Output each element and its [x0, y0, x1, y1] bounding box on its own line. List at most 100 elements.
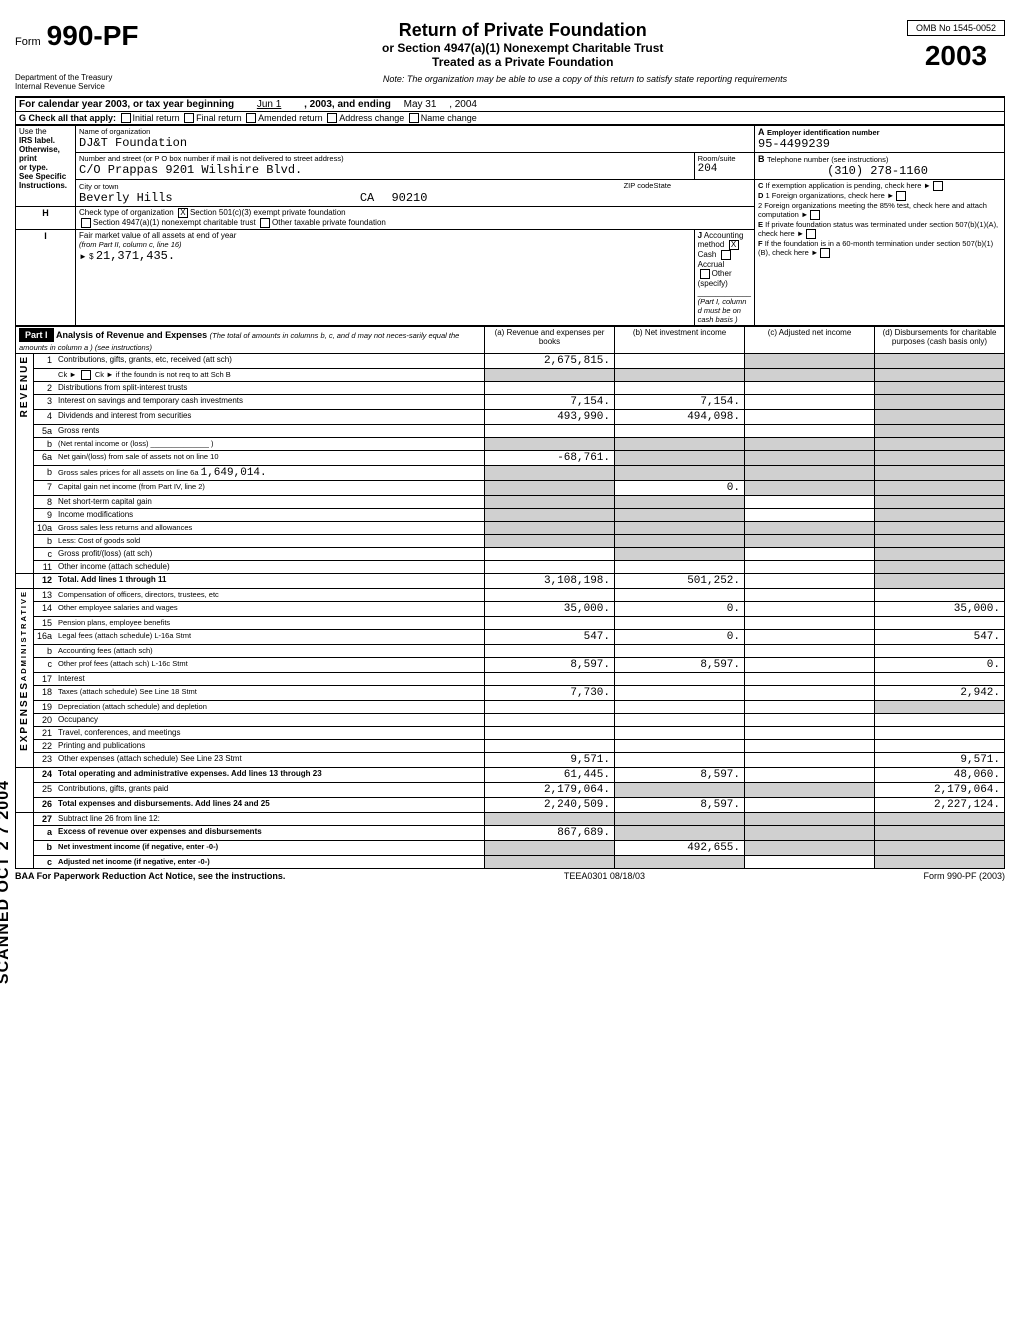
cb-accrual[interactable] — [721, 250, 731, 260]
l23n: 23 — [34, 753, 56, 768]
form-header: Form 990-PF Return of Private Foundation… — [15, 20, 1005, 72]
l6bn: b — [34, 466, 56, 481]
l4n: 4 — [34, 410, 56, 425]
l10ad: Gross sales less returns and allowances — [55, 522, 484, 535]
l27aa: 867,689. — [485, 826, 615, 841]
omb-number: OMB No 1545-0052 — [907, 20, 1005, 36]
ein: 95-4499239 — [758, 137, 1001, 151]
l5ad: Gross rents — [55, 425, 484, 438]
use-the: Use the — [19, 127, 72, 136]
city: Beverly Hills — [79, 191, 173, 205]
l5bn: b — [34, 438, 56, 451]
cb-schb[interactable] — [81, 370, 91, 380]
l16ad: Legal fees (attach schedule) L-16a Stmt — [55, 630, 484, 645]
l4a: 493,990. — [485, 410, 615, 425]
l2n: 2 — [34, 382, 56, 395]
id-block: Use the IRS label. Otherwise, print or t… — [15, 125, 1005, 326]
l16add: 547. — [875, 630, 1005, 645]
state: CA — [360, 191, 374, 205]
l16an: 16a — [34, 630, 56, 645]
subtitle2: Treated as a Private Foundation — [149, 55, 897, 69]
cb-final[interactable] — [184, 113, 194, 123]
l16cd: Other prof fees (attach sch) L-16c Stmt — [55, 658, 484, 673]
b-text: Telephone number (see instructions) — [767, 155, 888, 164]
e-text: If private foundation status was termina… — [758, 220, 998, 238]
f-text: If the foundation is in a 60-month termi… — [758, 239, 993, 257]
cb-h3[interactable] — [260, 218, 270, 228]
part1-table: Part I Analysis of Revenue and Expenses … — [15, 326, 1005, 869]
otherwise: Otherwise, — [19, 145, 72, 154]
l18n: 18 — [34, 686, 56, 701]
l3a: 7,154. — [485, 395, 615, 410]
l7b: 0. — [615, 481, 745, 496]
l24d: Total operating and administrative expen… — [55, 768, 484, 783]
cb-address[interactable] — [327, 113, 337, 123]
room: 204 — [698, 163, 751, 175]
l3b: 7,154. — [615, 395, 745, 410]
tax-year: 2003 — [907, 40, 1005, 72]
cb-amended[interactable] — [246, 113, 256, 123]
l10cn: c — [34, 548, 56, 561]
cb-name[interactable] — [409, 113, 419, 123]
e-label: E — [758, 220, 763, 229]
footer: BAA For Paperwork Reduction Act Notice, … — [15, 871, 1005, 881]
admin-label: ADMINISTRATIVE — [19, 590, 28, 681]
cb-d1[interactable] — [896, 191, 906, 201]
cb-f[interactable] — [820, 248, 830, 258]
l21d: Travel, conferences, and meetings — [55, 727, 484, 740]
g-label: G Check all that apply: — [19, 113, 116, 123]
i-label: I — [16, 230, 76, 326]
cb-cash[interactable]: X — [729, 240, 739, 250]
l27bd: Net investment income (if negative, ente… — [55, 841, 484, 856]
l5bd: (Net rental income or (loss) ___________… — [55, 438, 484, 451]
l6ad: Net gain/(loss) from sale of assets not … — [55, 451, 484, 466]
l2d: Distributions from split-interest trusts — [55, 382, 484, 395]
l26a: 2,240,509. — [485, 798, 615, 813]
l26d: Total expenses and disbursements. Add li… — [55, 798, 484, 813]
l22n: 22 — [34, 740, 56, 753]
l26n: 26 — [34, 798, 56, 813]
l18dd: 2,942. — [875, 686, 1005, 701]
cb-c[interactable] — [933, 181, 943, 191]
c-label: C — [758, 181, 763, 190]
l12n: 12 — [34, 574, 56, 589]
cb-h1[interactable]: X — [178, 208, 188, 218]
scanned-stamp: SCANNED OCT 2 7 2004 — [0, 780, 13, 984]
l24a: 61,445. — [485, 768, 615, 783]
col-d: (d) Disbursements for charitable purpose… — [875, 327, 1005, 354]
l23a: 9,571. — [485, 753, 615, 768]
l23dd: 9,571. — [875, 753, 1005, 768]
revenue-label: REVENUE — [19, 355, 30, 417]
cb-d2[interactable] — [810, 210, 820, 220]
part1-header: Part I — [19, 328, 54, 342]
l25n: 25 — [34, 783, 56, 798]
instr: Instructions. — [19, 181, 72, 190]
l5an: 5a — [34, 425, 56, 438]
d-label: D — [758, 191, 763, 200]
l27bn: b — [34, 841, 56, 856]
l22d: Printing and publications — [55, 740, 484, 753]
d2-text: 2 Foreign organizations meeting the 85% … — [758, 201, 987, 219]
h-opt1: Section 501(c)(3) exempt private foundat… — [190, 208, 346, 217]
street: C/O Prappas 9201 Wilshire Blvd. — [79, 163, 691, 177]
a-text: Employer identification number — [767, 128, 880, 137]
j-cash: Cash — [698, 250, 717, 259]
cb-other[interactable] — [700, 269, 710, 279]
name-label: Name of organization — [79, 127, 751, 136]
cb-e[interactable] — [806, 229, 816, 239]
l25d: Contributions, gifts, grants paid — [55, 783, 484, 798]
j-label: J — [698, 231, 702, 240]
d1-text: 1 Foreign organizations, check here — [766, 191, 885, 200]
l1ck: Ck ► Ck ► if the foundn is not req to at… — [55, 369, 484, 382]
l15n: 15 — [34, 617, 56, 630]
l1a: 2,675,815. — [485, 354, 615, 369]
cb-initial[interactable] — [121, 113, 131, 123]
l10bn: b — [34, 535, 56, 548]
h-text: Check type of organization — [79, 208, 174, 217]
cb-h2[interactable] — [81, 218, 91, 228]
l20d: Occupancy — [55, 714, 484, 727]
note: Note: The organization may be able to us… — [165, 74, 1005, 92]
street-label: Number and street (or P O box number if … — [79, 154, 691, 163]
l21n: 21 — [34, 727, 56, 740]
l24n: 24 — [34, 768, 56, 783]
